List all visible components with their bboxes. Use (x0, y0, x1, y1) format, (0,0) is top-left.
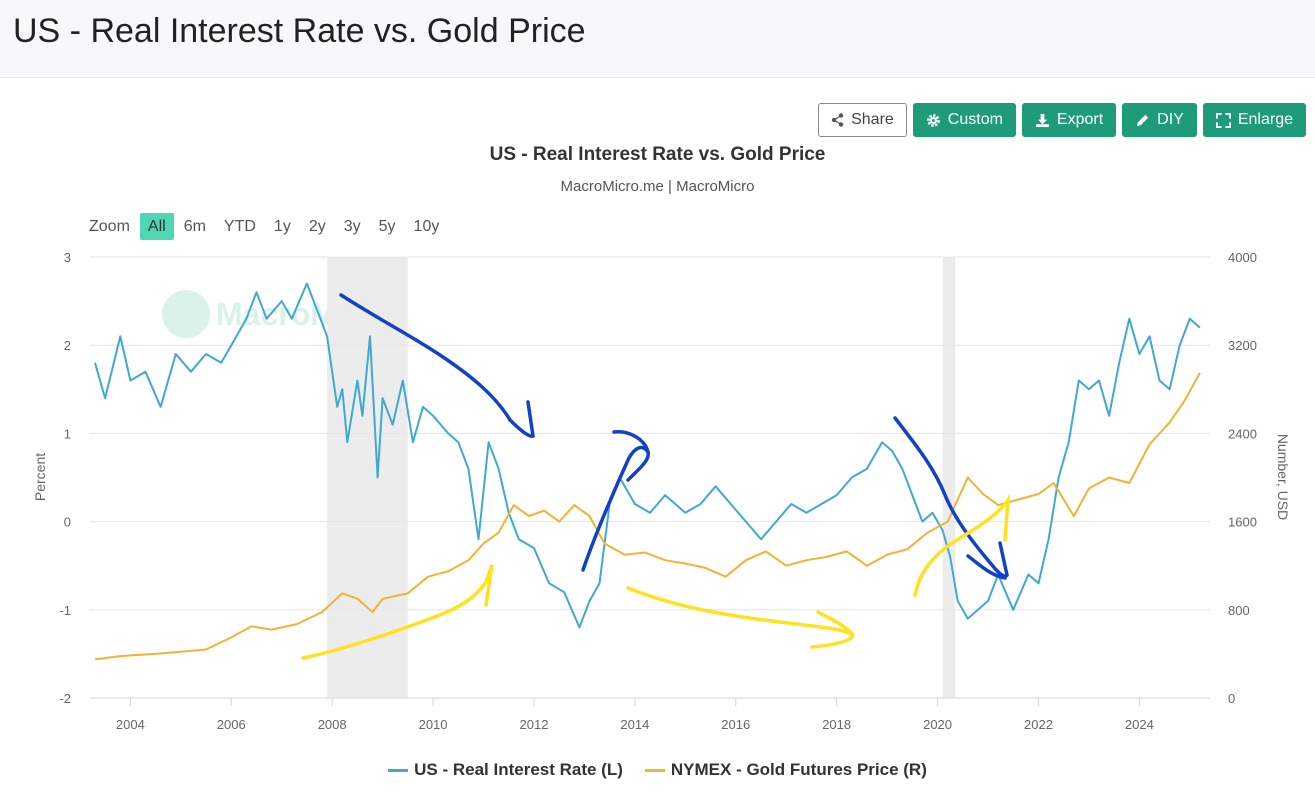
annotation-yellow-arrow-3 (913, 493, 1011, 597)
y-tick-left: -2 (59, 691, 71, 706)
y-tick-left: 2 (64, 338, 71, 353)
pencil-icon (1135, 113, 1150, 128)
annotation-yellow-arrow-2 (626, 586, 855, 649)
series-line-gold-futures-price (94, 372, 1201, 661)
x-tick-label: 2006 (217, 717, 246, 732)
zoom-all-button[interactable]: All (139, 213, 174, 240)
y-tick-right: 4000 (1228, 250, 1257, 265)
enlarge-label: Enlarge (1237, 111, 1293, 128)
zoom-ytd-button[interactable]: YTD (223, 217, 256, 235)
annotation-blue-arrow-2b (612, 430, 650, 454)
enlarge-button[interactable]: Enlarge (1202, 103, 1306, 137)
hand-drawn-annotations (301, 293, 1011, 660)
x-tick-label: 2016 (721, 717, 750, 732)
y-tick-right: 800 (1228, 603, 1250, 618)
y-tick-right: 1600 (1228, 515, 1257, 530)
diy-button[interactable]: DIY (1122, 103, 1197, 137)
legend-label-real-rate: US - Real Interest Rate (L) (414, 760, 623, 779)
diy-label: DIY (1157, 111, 1184, 128)
y-axis-left-label: Percent (32, 453, 48, 501)
y-tick-right: 2400 (1228, 426, 1257, 441)
share-button[interactable]: Share (818, 103, 907, 137)
export-label: Export (1056, 111, 1104, 128)
recession-band-0 (327, 257, 408, 698)
annotation-yellow-arrow-1 (301, 564, 494, 660)
y-tick-right: 0 (1228, 691, 1235, 706)
zoom-6m-button[interactable]: 6m (183, 217, 206, 235)
series-line-real-interest-rate (94, 282, 1201, 629)
zoom-1y-button[interactable]: 1y (273, 217, 291, 235)
annotation-blue-arrow-3b (966, 554, 1007, 580)
legend-swatch-gold (644, 768, 665, 772)
x-tick-label: 2008 (318, 717, 347, 732)
zoom-label: Zoom (89, 217, 130, 235)
custom-button[interactable]: Custom (912, 103, 1016, 137)
chart-toolbar: Share Custom Export DIY Enlarge (818, 103, 1306, 137)
legend-item-real-rate[interactable]: US - Real Interest Rate (L) (388, 760, 623, 780)
x-tick-label: 2004 (116, 717, 145, 732)
zoom-10y-button[interactable]: 10y (413, 217, 440, 235)
x-tick-label: 2012 (520, 717, 549, 732)
legend-label-gold: NYMEX - Gold Futures Price (R) (670, 760, 927, 779)
page-title: US - Real Interest Rate vs. Gold Price (13, 12, 586, 50)
y-tick-right: 3200 (1228, 338, 1257, 353)
zoom-bar: Zoom All 6m YTD 1y 2y 3y 5y 10y (89, 213, 449, 240)
page-header: US - Real Interest Rate vs. Gold Price (0, 0, 1315, 78)
chart-title: US - Real Interest Rate vs. Gold Price (489, 144, 826, 165)
annotation-blue-arrow-1 (339, 293, 535, 439)
watermark-logo-icon (162, 290, 210, 338)
zoom-2y-button[interactable]: 2y (308, 217, 326, 235)
y-tick-left: 1 (64, 426, 71, 441)
legend-swatch-real-rate (388, 768, 409, 772)
x-tick-label: 2010 (419, 717, 448, 732)
x-tick-label: 2018 (822, 717, 851, 732)
y-axis-right-label: Number, USD (1275, 434, 1291, 520)
share-label: Share (851, 111, 894, 128)
annotation-blue-arrow-3 (893, 416, 1009, 578)
y-axis-left: 3 2 1 0 -1 -2 Percent (32, 250, 71, 706)
x-tick-label: 2014 (620, 717, 649, 732)
series-lines (94, 282, 1201, 661)
share-icon (831, 113, 844, 127)
annotation-blue-arrow-2 (581, 445, 650, 572)
zoom-3y-button[interactable]: 3y (343, 217, 361, 235)
chart-subtitle: MacroMicro.me | MacroMicro (560, 178, 755, 195)
zoom-5y-button[interactable]: 5y (378, 217, 396, 235)
recession-band-1 (942, 257, 956, 698)
custom-label: Custom (947, 111, 1003, 128)
x-tick-label: 2024 (1125, 717, 1154, 732)
y-axis-right: 4000 3200 2400 1600 800 0 Number, USD (1228, 250, 1291, 706)
chart-legend: US - Real Interest Rate (L) NYMEX - Gold… (0, 760, 1315, 780)
y-tick-left: 0 (64, 515, 71, 530)
legend-item-gold[interactable]: NYMEX - Gold Futures Price (R) (644, 760, 927, 780)
x-axis: 2004 2006 2008 2010 2012 2014 2016 2018 2020 2022… (90, 697, 1210, 732)
y-tick-left: 3 (64, 250, 71, 265)
recession-shading (327, 257, 956, 698)
y-tick-left: -1 (59, 603, 71, 618)
grid-lines (90, 256, 1210, 699)
x-tick-label: 2020 (923, 717, 952, 732)
x-tick-label: 2022 (1024, 717, 1053, 732)
export-button[interactable]: Export (1021, 103, 1117, 137)
gear-icon (926, 113, 941, 128)
download-icon (1035, 113, 1050, 128)
expand-icon (1215, 112, 1231, 128)
